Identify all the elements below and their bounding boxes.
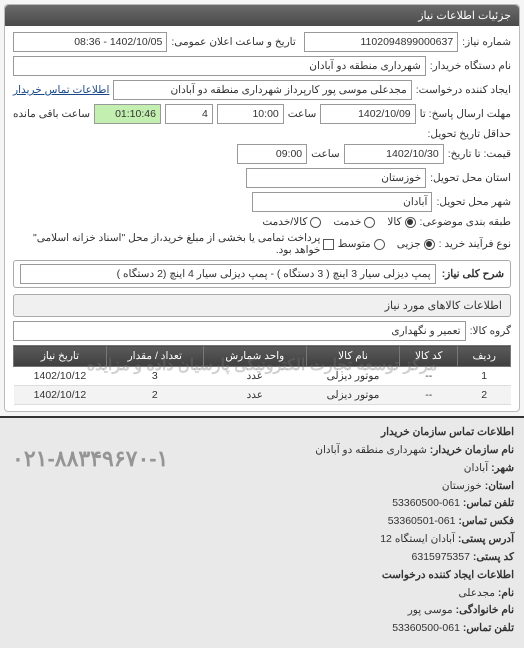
delivery-from-label: حداقل تاریخ تحویل: — [427, 128, 511, 140]
radio-icon — [374, 239, 385, 250]
city-field: آبادان — [252, 192, 432, 212]
radio-icon — [424, 239, 435, 250]
group-label: گروه کالا: — [470, 325, 511, 337]
row-delivery-to: قیمت: تا تاریخ: 1402/10/30 ساعت 09:00 — [13, 144, 511, 164]
row-reqno: شماره نیاز: 1102094899000637 تاریخ و ساع… — [13, 32, 511, 52]
deadline-label: مهلت ارسال پاسخ: تا — [420, 108, 511, 120]
col-code: کد کالا — [400, 346, 458, 367]
radio-icon — [364, 217, 375, 228]
creator-label: ایجاد کننده درخواست: — [416, 84, 511, 96]
buyer-device-field: شهرداری منطقه دو آبادان — [13, 56, 426, 76]
buyer-contact-link[interactable]: اطلاعات تماس خریدار — [13, 84, 109, 96]
remain-field: 01:10:46 — [94, 104, 161, 124]
big-phone-watermark: ۰۲۱-۸۸۳۴۹۶۷۰-۱ — [12, 440, 168, 477]
announce-label: تاریخ و ساعت اعلان عمومی: — [171, 36, 295, 48]
panel-title: جزئیات اطلاعات نیاز — [5, 5, 519, 26]
contact-block: اطلاعات تماس سازمان خریدار نام سازمان خر… — [0, 416, 524, 648]
col-name: نام کالا — [306, 346, 399, 367]
time2-label: ساعت — [311, 148, 340, 160]
contact-line-lname: نام خانوادگی: موسی پور — [10, 602, 514, 620]
desc-bar: شرح کلی نیاز: پمپ دیزلی سیار 3 اینچ ( 3 … — [13, 260, 511, 288]
contact-line-province: استان: خوزستان — [10, 478, 514, 496]
row-buyer: نام دستگاه خریدار: شهرداری منطقه دو آباد… — [13, 56, 511, 76]
row-province: استان محل تحویل: خوزستان — [13, 168, 511, 188]
time2-field: 09:00 — [237, 144, 307, 164]
process-opt-motavaset[interactable]: متوسط — [338, 238, 385, 250]
city-label: شهر محل تحویل: — [436, 196, 511, 208]
time1-field: 10:00 — [217, 104, 284, 124]
col-qty: تعداد / مقدار — [106, 346, 203, 367]
col-unit: واحد شمارش — [203, 346, 306, 367]
count-field: 4 — [165, 104, 213, 124]
checkbox-icon — [323, 239, 333, 250]
contact-line-phone: تلفن تماس: 061-53360500 — [10, 495, 514, 513]
contact-line-cphone: تلفن تماس: 061-53360500 — [10, 620, 514, 638]
radio-icon — [405, 217, 416, 228]
creator-field: مجدعلی موسی پور کارپرداز شهرداری منطقه د… — [113, 80, 411, 100]
need-details-panel: جزئیات اطلاعات نیاز شماره نیاز: 11020948… — [4, 4, 520, 412]
items-table: ردیف کد کالا نام کالا واحد شمارش تعداد /… — [13, 345, 511, 405]
radio-icon — [310, 217, 321, 228]
table-row: 2 -- موتور دیزلی عدد 2 1402/10/12 — [14, 386, 511, 405]
row-process: نوع فرآیند خرید : جزیی متوسط پرداخت تمام… — [13, 232, 511, 256]
process-label: نوع فرآیند خرید : — [439, 238, 511, 250]
row-city: شهر محل تحویل: آبادان — [13, 192, 511, 212]
row-group: گروه کالا: تعمیر و نگهداری — [13, 321, 511, 341]
row-category: طبقه بندی موضوعی: کالا خدمت کالا/خدمت — [13, 216, 511, 228]
announce-field: 1402/10/05 - 08:36 — [13, 32, 167, 52]
province-label: استان محل تحویل: — [430, 172, 511, 184]
row-creator: ایجاد کننده درخواست: مجدعلی موسی پور کار… — [13, 80, 511, 100]
desc-field: پمپ دیزلی سیار 3 اینچ ( 3 دستگاه ) - پمپ… — [20, 264, 436, 284]
process-check[interactable]: پرداخت تمامی یا بخشی از مبلغ خرید،از محل… — [13, 232, 334, 256]
col-date: تاریخ نیاز — [14, 346, 107, 367]
contact-line-postal: کد پستی: 6315975357 — [10, 549, 514, 567]
panel-body: شماره نیاز: 1102094899000637 تاریخ و ساع… — [5, 26, 519, 411]
contact-line-fname: نام: مجدعلی — [10, 585, 514, 603]
col-row: ردیف — [458, 346, 511, 367]
table-header-row: ردیف کد کالا نام کالا واحد شمارش تعداد /… — [14, 346, 511, 367]
table-wrapper: ردیف کد کالا نام کالا واحد شمارش تعداد /… — [13, 345, 511, 405]
remain-label: ساعت باقی مانده — [13, 108, 90, 120]
row-delivery-from: حداقل تاریخ تحویل: — [13, 128, 511, 140]
req-no-label: شماره نیاز: — [462, 36, 511, 48]
process-radio-group: جزیی متوسط — [338, 238, 435, 250]
contact-line-address: آدرس پستی: آبادان ایستگاه 12 — [10, 531, 514, 549]
buyer-device-label: نام دستگاه خریدار: — [430, 60, 511, 72]
contact-line-fax: فکس تماس: 061-53360501 — [10, 513, 514, 531]
desc-label: شرح کلی نیاز: — [442, 268, 504, 280]
province-field: خوزستان — [246, 168, 426, 188]
cat-opt-kala-khadmat[interactable]: کالا/خدمت — [262, 216, 321, 228]
deadline-date: 1402/10/09 — [320, 104, 415, 124]
cat-label: طبقه بندی موضوعی: — [420, 216, 511, 228]
cat-radio-group: کالا خدمت کالا/خدمت — [262, 216, 415, 228]
group-field: تعمیر و نگهداری — [13, 321, 466, 341]
cat-opt-khadmat[interactable]: خدمت — [333, 216, 375, 228]
time1-label: ساعت — [288, 108, 317, 120]
items-section-title: اطلاعات کالاهای مورد نیاز — [13, 294, 511, 317]
delivery-to-date: 1402/10/30 — [344, 144, 444, 164]
req-no-field: 1102094899000637 — [304, 32, 458, 52]
table-row: 1 -- موتور دیزلی عدد 3 1402/10/12 — [14, 367, 511, 386]
process-opt-jozi[interactable]: جزیی — [397, 238, 435, 250]
row-deadline: مهلت ارسال پاسخ: تا 1402/10/09 ساعت 10:0… — [13, 104, 511, 124]
cat-opt-kala[interactable]: کالا — [387, 216, 415, 228]
delivery-to-label: قیمت: تا تاریخ: — [448, 148, 511, 160]
